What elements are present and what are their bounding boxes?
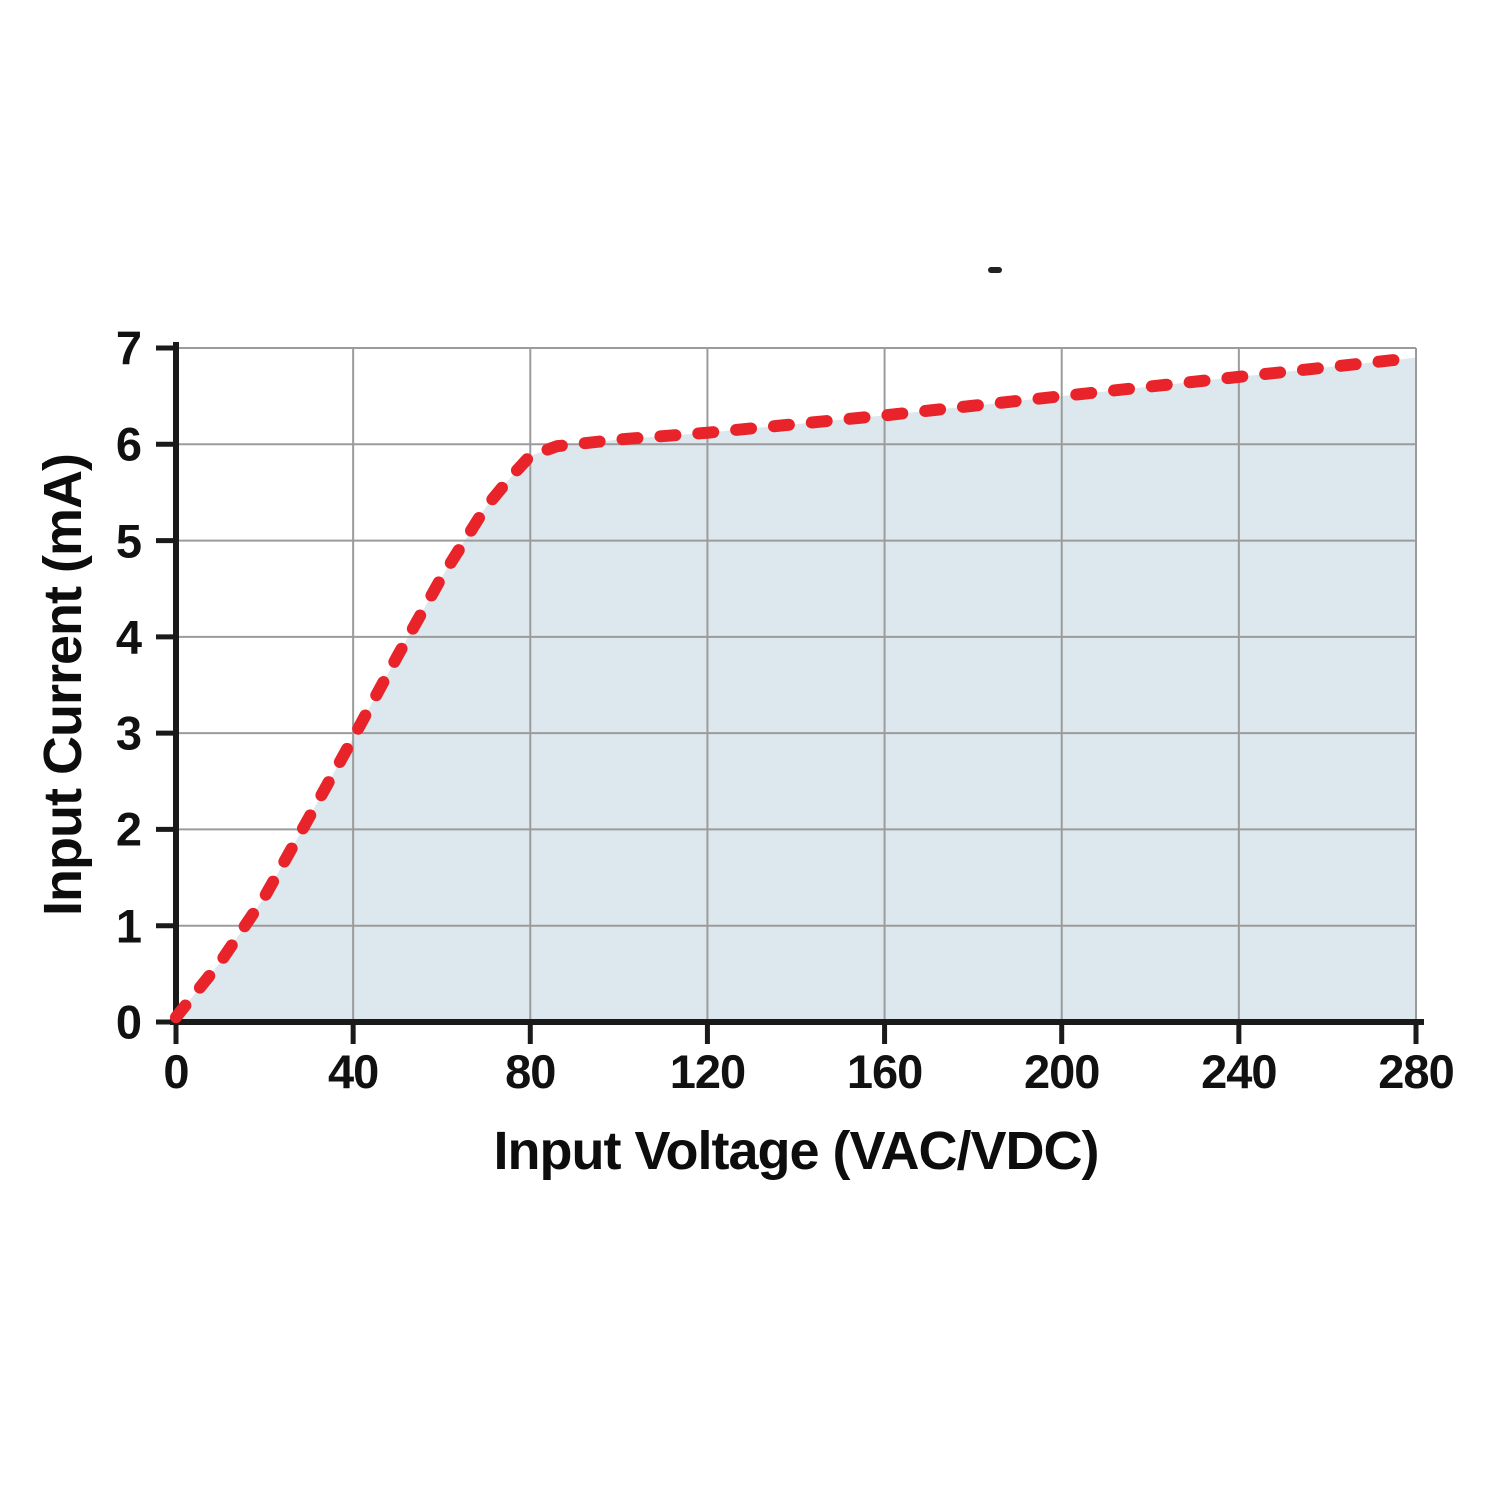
y-tick-label-5: 5 <box>115 514 142 568</box>
y-axis-title: Input Current (mA) <box>33 454 93 916</box>
x-tick-label-160: 160 <box>846 1045 923 1098</box>
y-tick-label-4: 4 <box>115 610 142 664</box>
x-axis-title: Input Voltage (VAC/VDC) <box>493 1121 1100 1181</box>
y-tick-label-7: 7 <box>115 321 142 375</box>
x-tick-label-120: 120 <box>669 1045 746 1098</box>
series-fill-area <box>176 357 1416 1023</box>
x-tick-label-280: 280 <box>1378 1045 1454 1098</box>
y-tick-label-2: 2 <box>115 802 142 856</box>
x-tick-label-40: 40 <box>328 1045 379 1098</box>
y-tick-label-6: 6 <box>115 417 142 471</box>
y-tick-label-3: 3 <box>115 706 142 760</box>
plot-area <box>156 342 1424 1044</box>
x-tick-label-0: 0 <box>163 1045 189 1098</box>
series-line-input-current <box>170 351 1422 1024</box>
x-tick-label-200: 200 <box>1023 1045 1100 1098</box>
x-tick-label-240: 240 <box>1201 1045 1277 1098</box>
stray-dash-mark <box>988 267 1002 273</box>
y-tick-label-1: 1 <box>115 899 142 953</box>
y-tick-label-0: 0 <box>115 995 142 1049</box>
x-tick-label-80: 80 <box>505 1045 556 1098</box>
